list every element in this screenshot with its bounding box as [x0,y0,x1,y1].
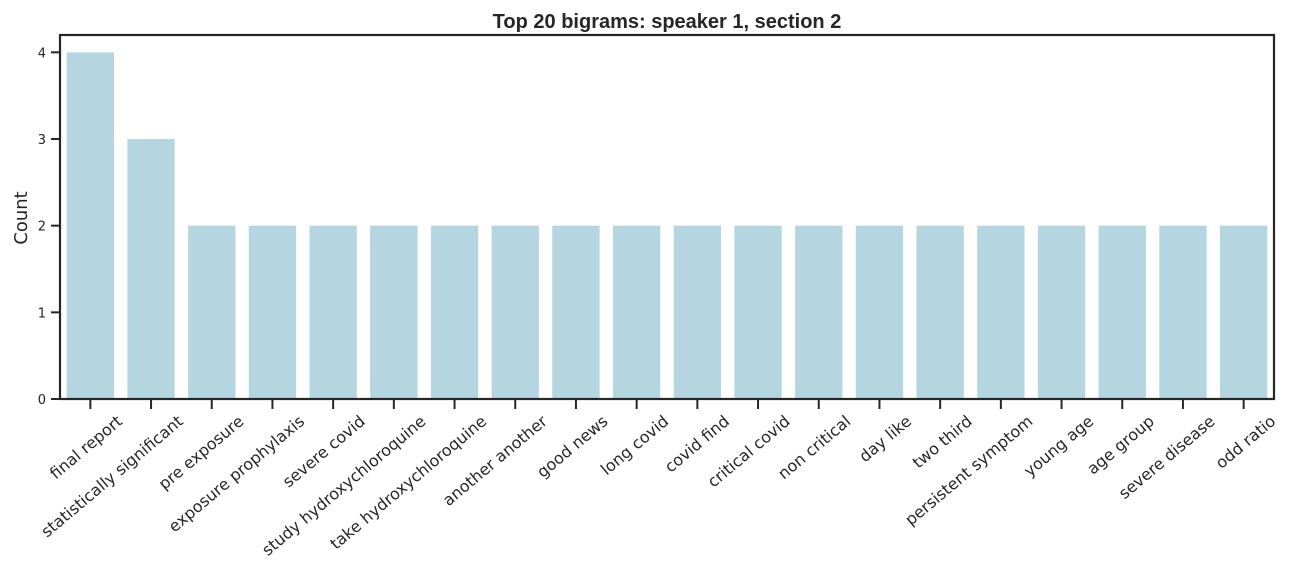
bar [188,225,236,399]
bar [66,52,115,399]
y-tick-label: 1 [38,306,46,321]
bar [309,225,357,399]
bar [734,225,782,399]
bar [977,225,1025,399]
bar [916,225,964,399]
y-axis-ticks: 0 1 2 3 4 [38,46,60,408]
bar [1159,225,1207,399]
bar [673,225,722,399]
bar [1219,225,1268,399]
x-tick-label: long covid [597,412,672,479]
bar [552,225,600,399]
y-tick-label: 0 [38,393,46,408]
x-tick-label: day like [855,412,915,466]
bar [491,225,539,399]
bar [612,225,661,399]
plot-frame [58,33,1276,401]
x-tick-label: another another [439,411,551,510]
bar [795,225,843,399]
y-tick-label: 3 [38,133,46,148]
bar [855,225,904,399]
bar [248,225,297,399]
y-tick-label: 4 [38,46,46,61]
bar [127,139,175,399]
bar [370,225,418,399]
chart-title: Top 20 bigrams: speaker 1, section 2 [493,11,842,33]
y-tick-label: 2 [38,220,46,235]
bar [1037,225,1086,399]
bar [430,225,479,399]
bars-group [66,52,1268,399]
y-axis-label: Count [11,191,32,244]
x-tick-label: odd ratio [1212,412,1279,473]
bar [1098,225,1146,399]
